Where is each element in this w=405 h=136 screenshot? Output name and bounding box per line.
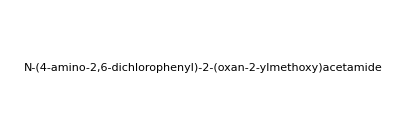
Text: N-(4-amino-2,6-dichlorophenyl)-2-(oxan-2-ylmethoxy)acetamide: N-(4-amino-2,6-dichlorophenyl)-2-(oxan-2… (23, 63, 382, 73)
